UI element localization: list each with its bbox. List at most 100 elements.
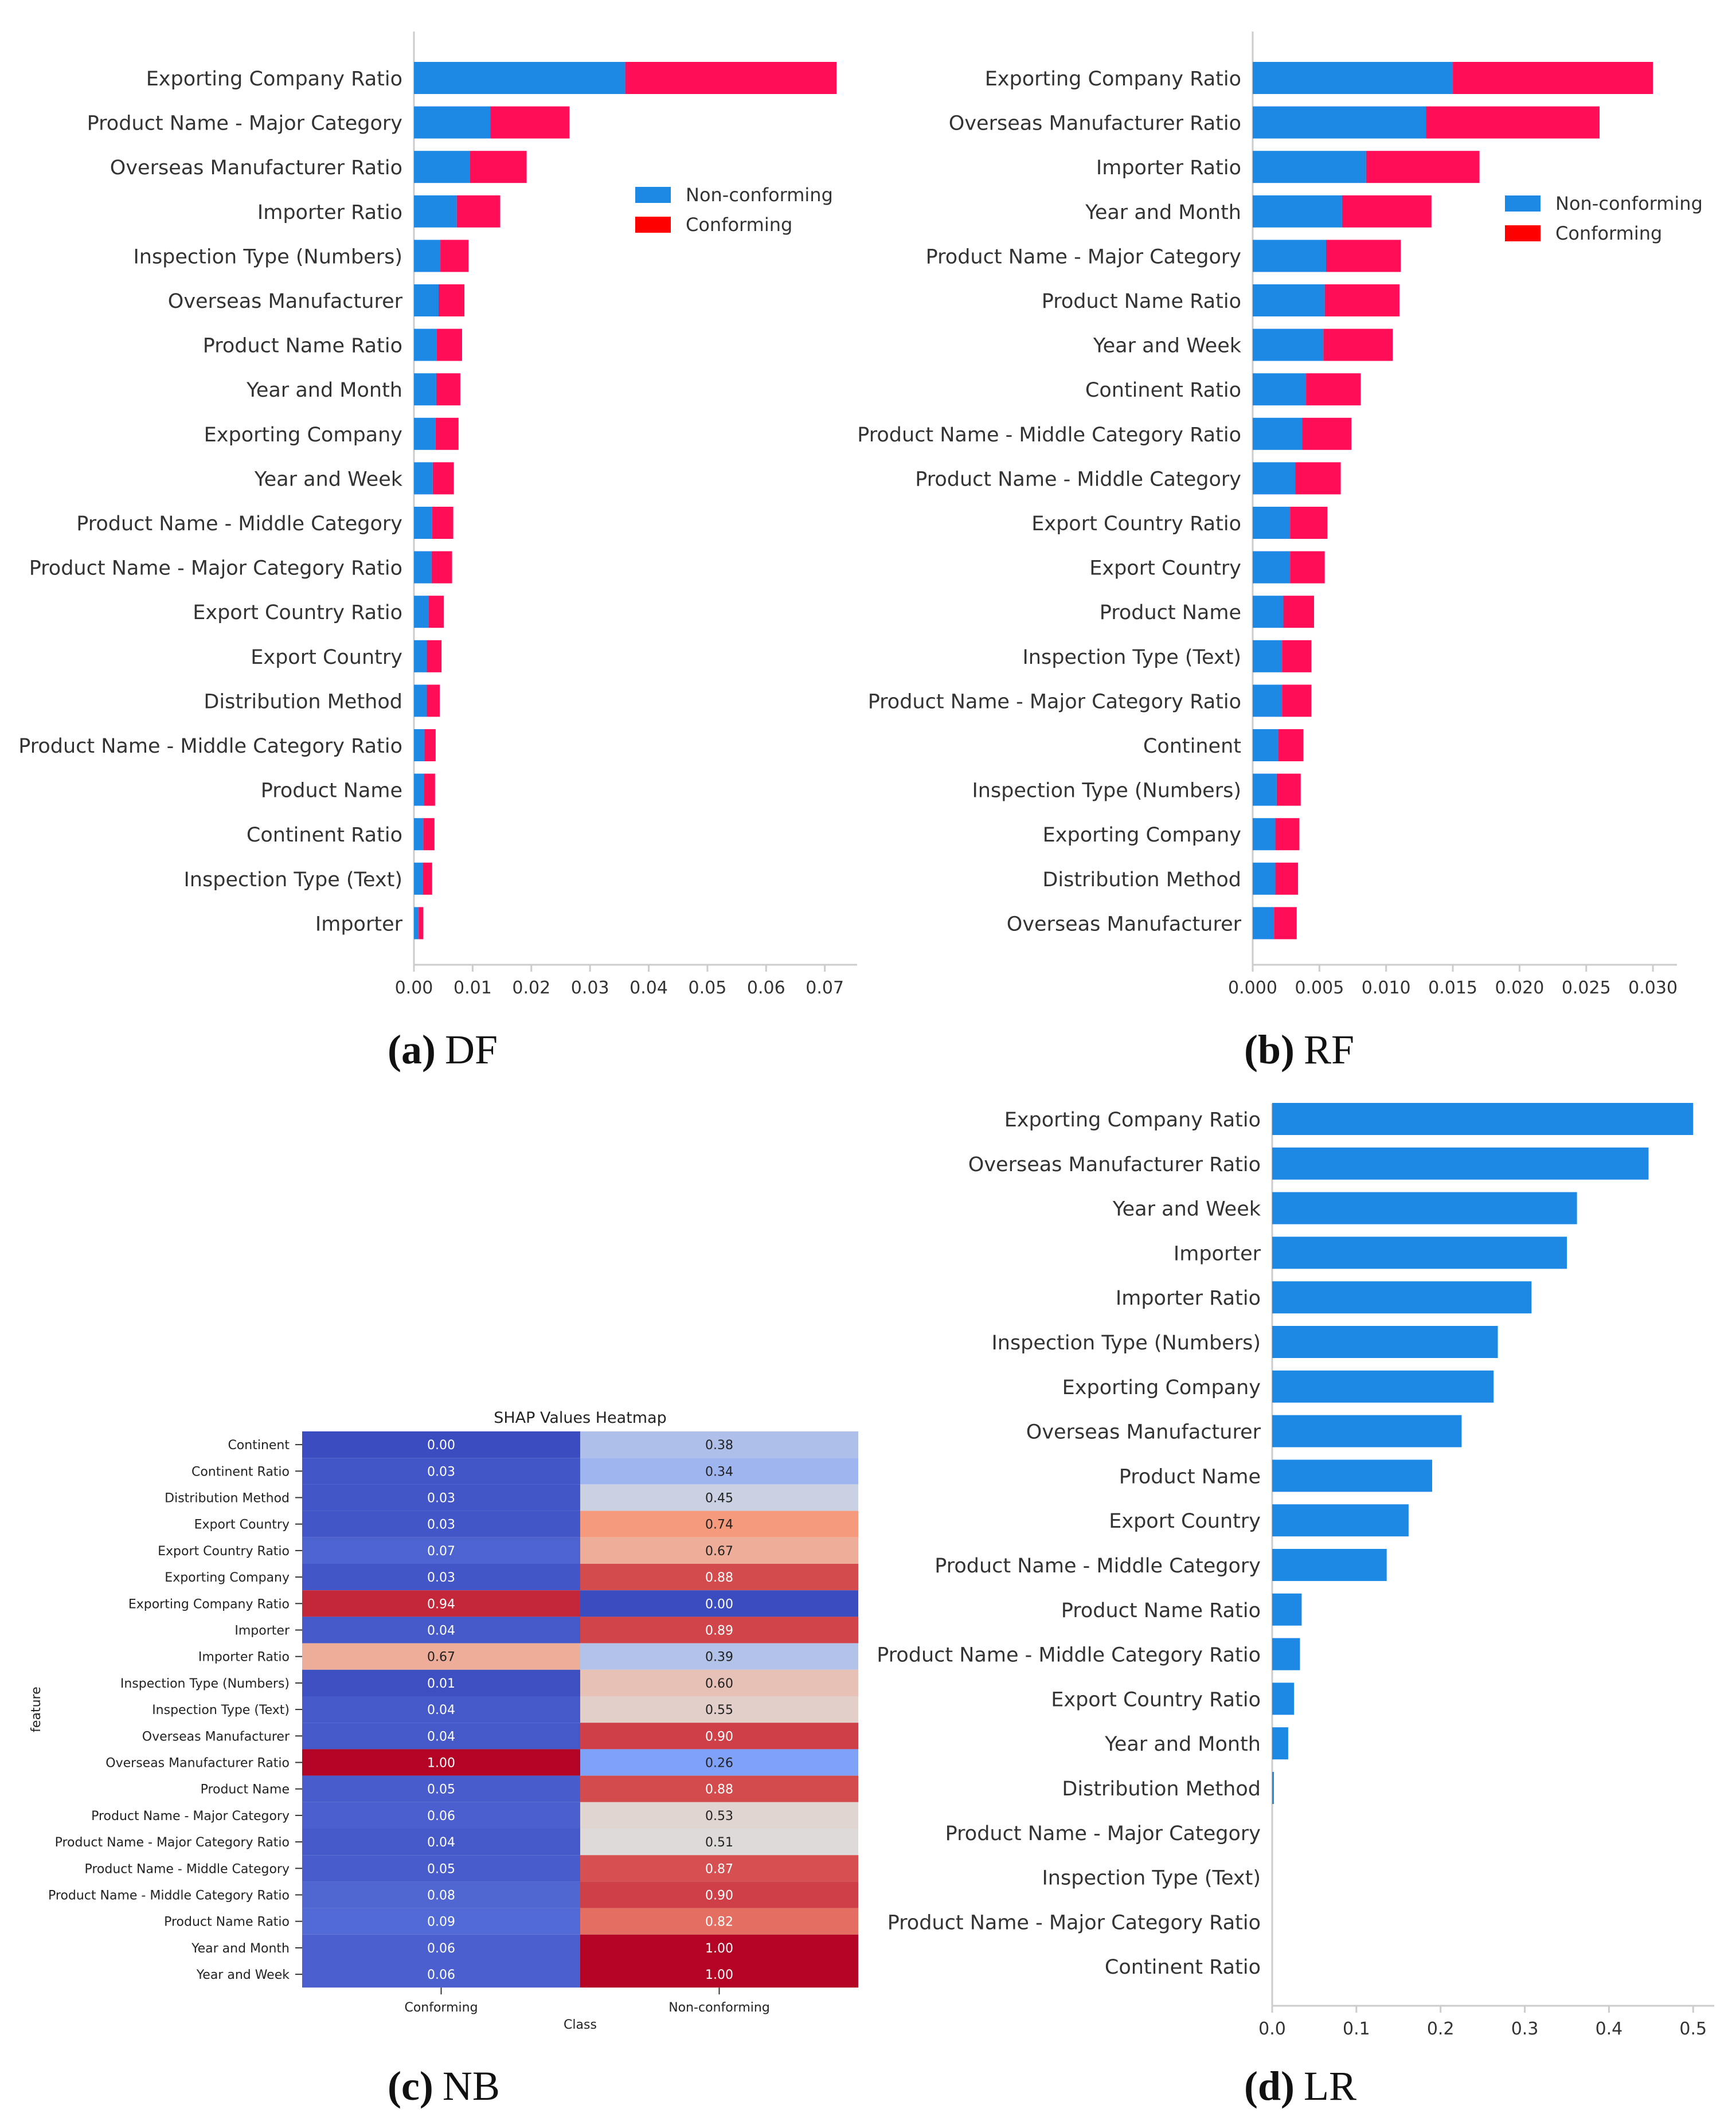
cell-continent-conforming — [302, 1431, 580, 1458]
cell-product-name-middle-category-ratio-non-conforming — [580, 1881, 858, 1908]
bar-conforming-overseas-manufacturer — [1274, 907, 1297, 940]
bar-conforming-product-name-major-category-ratio — [1282, 684, 1312, 717]
cell-product-name-major-category-ratio-non-conforming — [580, 1829, 858, 1856]
cell-value: 0.06 — [427, 1942, 455, 1956]
cell-year-and-month-conforming — [302, 1934, 580, 1961]
cell-product-name-non-conforming — [580, 1775, 858, 1802]
cell-product-name-major-category-ratio-conforming — [302, 1829, 580, 1856]
x-tick-label: 0.015 — [1428, 978, 1477, 998]
cell-product-name-ratio-non-conforming — [580, 1908, 858, 1935]
cell-value: 0.39 — [705, 1650, 733, 1665]
x-tick-label: 0.01 — [453, 978, 492, 998]
bar-conforming-inspection-type-text — [1282, 640, 1312, 672]
cell-importer-conforming — [302, 1617, 580, 1643]
cell-distribution-method-conforming — [302, 1484, 580, 1511]
category-label-year-and-month: Year and Month — [1104, 1733, 1261, 1756]
category-label-importer: Importer — [1174, 1242, 1261, 1265]
bar-non-conforming-product-name-middle-category — [1253, 462, 1296, 495]
cell-product-name-middle-category-ratio-conforming — [302, 1881, 580, 1908]
bar-exporting-company-ratio — [1272, 1103, 1694, 1135]
bar-product-name-ratio — [1272, 1593, 1302, 1626]
category-label-year-and-week: Year and Week — [254, 468, 403, 491]
bar-non-conforming-exporting-company-ratio — [1253, 62, 1453, 94]
cell-value: 0.04 — [427, 1624, 455, 1638]
category-label-overseas-manufacturer-ratio: Overseas Manufacturer Ratio — [968, 1153, 1261, 1176]
category-label-product-name-ratio: Product Name Ratio — [1042, 290, 1241, 313]
bar-conforming-year-and-week — [432, 462, 454, 495]
bar-conforming-product-name — [424, 773, 435, 806]
cell-value: 0.55 — [705, 1703, 733, 1717]
cell-value: 0.00 — [427, 1438, 455, 1453]
bar-non-conforming-year-and-month — [1253, 195, 1342, 228]
bar-conforming-importer-ratio — [1366, 151, 1480, 183]
category-label-continent-ratio: Continent Ratio — [1085, 379, 1241, 402]
bar-export-country — [1272, 1504, 1409, 1537]
caption-b: (b) RF — [1244, 1027, 1355, 1073]
bar-conforming-export-country-ratio — [428, 596, 444, 628]
x-tick-label: 0.1 — [1343, 2019, 1370, 2039]
bar-non-conforming-importer — [414, 907, 419, 940]
x-tick-label: 0.020 — [1495, 978, 1544, 998]
bar-conforming-exporting-company-ratio — [1453, 62, 1653, 94]
bar-conforming-exporting-company — [1275, 818, 1300, 851]
bar-non-conforming-inspection-type-numbers — [414, 240, 441, 272]
cell-year-and-week-conforming — [302, 1961, 580, 1988]
row-label-year-and-month: Year and Month — [191, 1942, 290, 1956]
bar-non-conforming-year-and-month — [414, 373, 436, 406]
row-label-inspection-type-text: Inspection Type (Text) — [152, 1703, 290, 1717]
cell-value: 0.67 — [705, 1544, 733, 1559]
category-label-inspection-type-numbers: Inspection Type (Numbers) — [133, 245, 402, 268]
x-tick-label: 0.03 — [571, 978, 609, 998]
column-label-conforming: Conforming — [404, 2001, 478, 2015]
bar-conforming-exporting-company — [435, 417, 459, 450]
category-label-export-country-ratio: Export Country Ratio — [193, 601, 402, 624]
bar-non-conforming-year-and-week — [1253, 328, 1324, 361]
cell-value: 0.01 — [427, 1677, 455, 1691]
bar-conforming-product-name-middle-category — [1295, 462, 1341, 495]
category-label-product-name-middle-category-ratio: Product Name - Middle Category Ratio — [877, 1644, 1261, 1667]
bar-conforming-product-name-middle-category-ratio — [1302, 417, 1352, 450]
cell-value: 0.03 — [427, 1518, 455, 1532]
bar-conforming-export-country-ratio — [1290, 507, 1328, 539]
caption-d: (d) LR — [1244, 2063, 1357, 2109]
row-label-continent-ratio: Continent Ratio — [191, 1465, 290, 1479]
category-label-exporting-company: Exporting Company — [204, 424, 402, 447]
bar-conforming-product-name-major-category — [1326, 240, 1401, 272]
category-label-product-name-ratio: Product Name Ratio — [203, 335, 402, 358]
bar-non-conforming-overseas-manufacturer-ratio — [1253, 106, 1426, 139]
cell-value: 0.26 — [705, 1756, 733, 1771]
category-label-importer: Importer — [315, 913, 403, 936]
x-tick-label: 0.06 — [747, 978, 785, 998]
bar-non-conforming-distribution-method — [1253, 862, 1276, 895]
bar-non-conforming-product-name-ratio — [1253, 284, 1325, 316]
bar-non-conforming-product-name-major-category — [414, 106, 491, 139]
cell-value: 0.08 — [427, 1889, 455, 1903]
bar-non-conforming-continent-ratio — [414, 818, 424, 851]
category-label-product-name-major-category-ratio: Product Name - Major Category Ratio — [868, 690, 1241, 713]
bar-non-conforming-export-country — [1253, 551, 1291, 584]
bar-non-conforming-product-name — [414, 773, 424, 806]
bar-conforming-overseas-manufacturer — [439, 284, 465, 316]
category-label-product-name-middle-category: Product Name - Middle Category — [935, 1555, 1261, 1578]
row-label-importer: Importer — [234, 1624, 290, 1638]
row-label-overseas-manufacturer-ratio: Overseas Manufacturer Ratio — [105, 1756, 290, 1771]
cell-value: 0.38 — [705, 1438, 733, 1453]
category-label-overseas-manufacturer-ratio: Overseas Manufacturer Ratio — [949, 112, 1241, 135]
cell-product-name-middle-category-non-conforming — [580, 1855, 858, 1882]
row-label-exporting-company: Exporting Company — [165, 1571, 290, 1585]
cell-value: 0.94 — [427, 1597, 455, 1611]
bar-conforming-product-name-ratio — [1324, 284, 1399, 316]
legend-swatch-conforming — [1505, 225, 1540, 241]
category-label-inspection-type-numbers: Inspection Type (Numbers) — [972, 780, 1241, 803]
category-label-product-name-major-category: Product Name - Major Category — [945, 1822, 1261, 1845]
bar-non-conforming-inspection-type-numbers — [1253, 773, 1277, 806]
row-label-product-name-major-category: Product Name - Major Category — [91, 1809, 290, 1823]
category-label-product-name: Product Name — [1100, 601, 1241, 624]
x-tick-label: 0.2 — [1427, 2019, 1455, 2039]
cell-product-name-middle-category-conforming — [302, 1855, 580, 1882]
category-label-exporting-company-ratio: Exporting Company Ratio — [985, 68, 1241, 91]
bar-importer-ratio — [1272, 1281, 1532, 1314]
bar-non-conforming-inspection-type-text — [1253, 640, 1283, 672]
cell-year-and-week-non-conforming — [580, 1961, 858, 1988]
bar-importer — [1272, 1236, 1567, 1269]
